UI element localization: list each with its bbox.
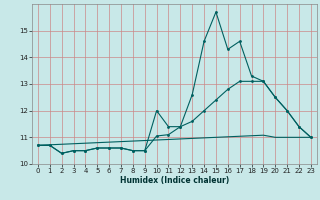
X-axis label: Humidex (Indice chaleur): Humidex (Indice chaleur) [120, 176, 229, 185]
